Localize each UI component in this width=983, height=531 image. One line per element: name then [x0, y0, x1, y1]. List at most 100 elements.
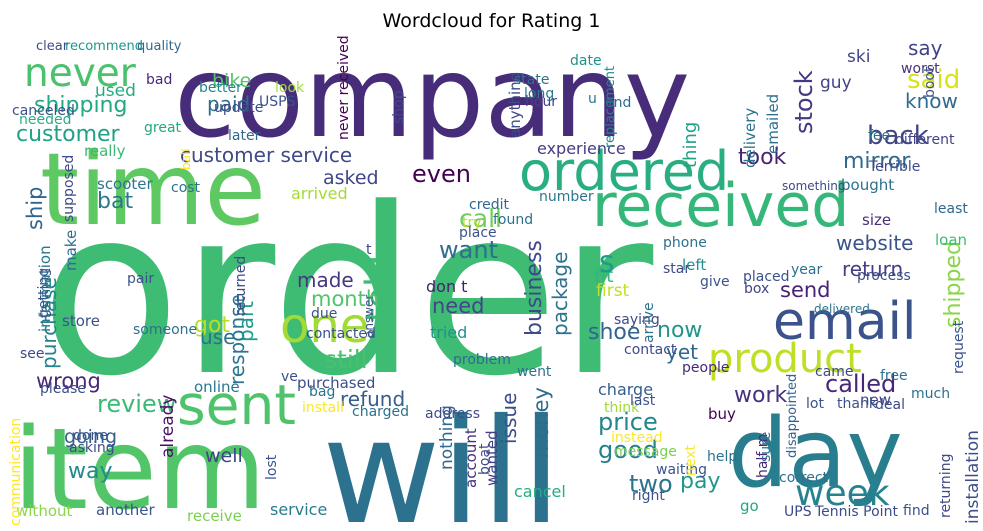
- word-ve: ve: [281, 369, 298, 385]
- word-account: account: [462, 428, 480, 488]
- word-phone: phone: [663, 235, 707, 251]
- word-good: good: [598, 436, 658, 464]
- word-bag: bag: [309, 384, 335, 400]
- word-help: help: [707, 449, 737, 465]
- word-scooter: scooter: [97, 175, 154, 193]
- word-clear: clear: [36, 39, 69, 54]
- word-even: even: [412, 160, 471, 188]
- word-emailed: emailed: [764, 94, 782, 154]
- word-problem: problem: [453, 352, 511, 368]
- word-placed: placed: [743, 269, 790, 285]
- word-purchased: purchased: [297, 374, 375, 392]
- word-nothing: nothing: [437, 405, 457, 470]
- word-process: process: [857, 268, 911, 284]
- word-still: still: [324, 345, 368, 374]
- word-without: without: [16, 502, 73, 520]
- word-supposed: supposed: [61, 155, 77, 222]
- word-star: star: [663, 261, 690, 277]
- word-credit: credit: [469, 197, 510, 213]
- word-received: received: [592, 171, 849, 241]
- word-week: week: [795, 473, 890, 514]
- word-bought: bought: [841, 176, 894, 194]
- figure-title: Wordcloud for Rating 1: [382, 10, 601, 32]
- word-part: part: [234, 301, 258, 342]
- word-instead: instead: [611, 430, 663, 446]
- word-shipping: shipping: [34, 93, 127, 118]
- word-u: u: [588, 91, 597, 107]
- word-long: long: [524, 86, 554, 102]
- word-store: store: [62, 312, 100, 330]
- word-hour: hour: [525, 94, 557, 110]
- word-review: review: [97, 390, 176, 418]
- word-work: work: [734, 383, 787, 408]
- word-update: update: [214, 100, 263, 116]
- word-now: now: [657, 318, 702, 343]
- word-know: know: [905, 89, 958, 113]
- word-bike: bike: [212, 70, 251, 92]
- word-shop: shop: [391, 90, 407, 124]
- word-buy: buy: [708, 405, 736, 423]
- word-message: message: [614, 444, 677, 460]
- word-two: two: [629, 470, 673, 498]
- word-year: year: [791, 262, 822, 278]
- word-find: find: [903, 503, 930, 519]
- word-wanted: wanted: [483, 430, 501, 486]
- word-wrong: wrong: [36, 369, 101, 393]
- word-website: website: [836, 231, 913, 255]
- word-contacted: contacted: [306, 326, 376, 342]
- word-make: make: [62, 230, 80, 271]
- word-correct: correct: [779, 470, 829, 486]
- word-someone: someone: [133, 322, 197, 338]
- word-due: due: [311, 306, 337, 322]
- word-online: online: [194, 378, 240, 396]
- word-customer: customer: [16, 122, 121, 147]
- word-asked: asked: [323, 167, 379, 189]
- word-later: later: [228, 128, 261, 144]
- word-sent: sent: [177, 373, 296, 437]
- word-lost: lost: [264, 454, 280, 480]
- word-boot: boot: [922, 66, 938, 98]
- word-delivered: delivered: [814, 302, 870, 316]
- word-think: think: [604, 400, 640, 416]
- word-usps: USPS: [259, 94, 296, 110]
- word-charged: charged: [352, 404, 409, 420]
- word-item: item: [13, 405, 266, 531]
- word-service: service: [270, 500, 327, 519]
- word-left: left: [682, 256, 706, 274]
- word-will: will: [322, 388, 561, 531]
- word-call: call: [459, 204, 502, 233]
- word-send: send: [780, 278, 831, 302]
- word-returning: returning: [938, 454, 954, 518]
- word-used: used: [95, 81, 136, 101]
- word-bad: bad: [146, 72, 172, 88]
- word-delivery: delivery: [741, 108, 759, 168]
- word-time: time: [40, 131, 266, 248]
- word-package: package: [548, 252, 572, 336]
- word-needed: needed: [19, 112, 72, 128]
- word-box: box: [744, 281, 769, 297]
- word-done: done: [73, 428, 108, 444]
- word-last: last: [630, 393, 656, 409]
- word-don-t: don t: [426, 277, 467, 296]
- word-s: s: [599, 245, 615, 280]
- word-shipped: shipped: [941, 241, 966, 328]
- word-ups: UPS: [784, 504, 812, 520]
- word-company: company: [174, 33, 690, 163]
- word-people: people: [682, 360, 729, 376]
- word-disappointed: disappointed: [785, 374, 800, 458]
- word-use: use: [200, 325, 235, 349]
- word-one: one: [280, 298, 369, 354]
- word-address: address: [425, 406, 480, 422]
- word-end: end: [605, 95, 631, 111]
- word-size: size: [862, 211, 891, 229]
- word-cancel: cancel: [514, 482, 566, 501]
- word-quality: quality: [137, 39, 182, 54]
- word-stock: stock: [790, 70, 818, 134]
- word-thank: thank: [837, 396, 878, 412]
- word-much: much: [911, 386, 950, 402]
- word-installation: installation: [963, 430, 983, 524]
- word-ordered: ordered: [519, 140, 729, 203]
- word-response: response: [225, 294, 249, 385]
- word-great: great: [144, 120, 182, 136]
